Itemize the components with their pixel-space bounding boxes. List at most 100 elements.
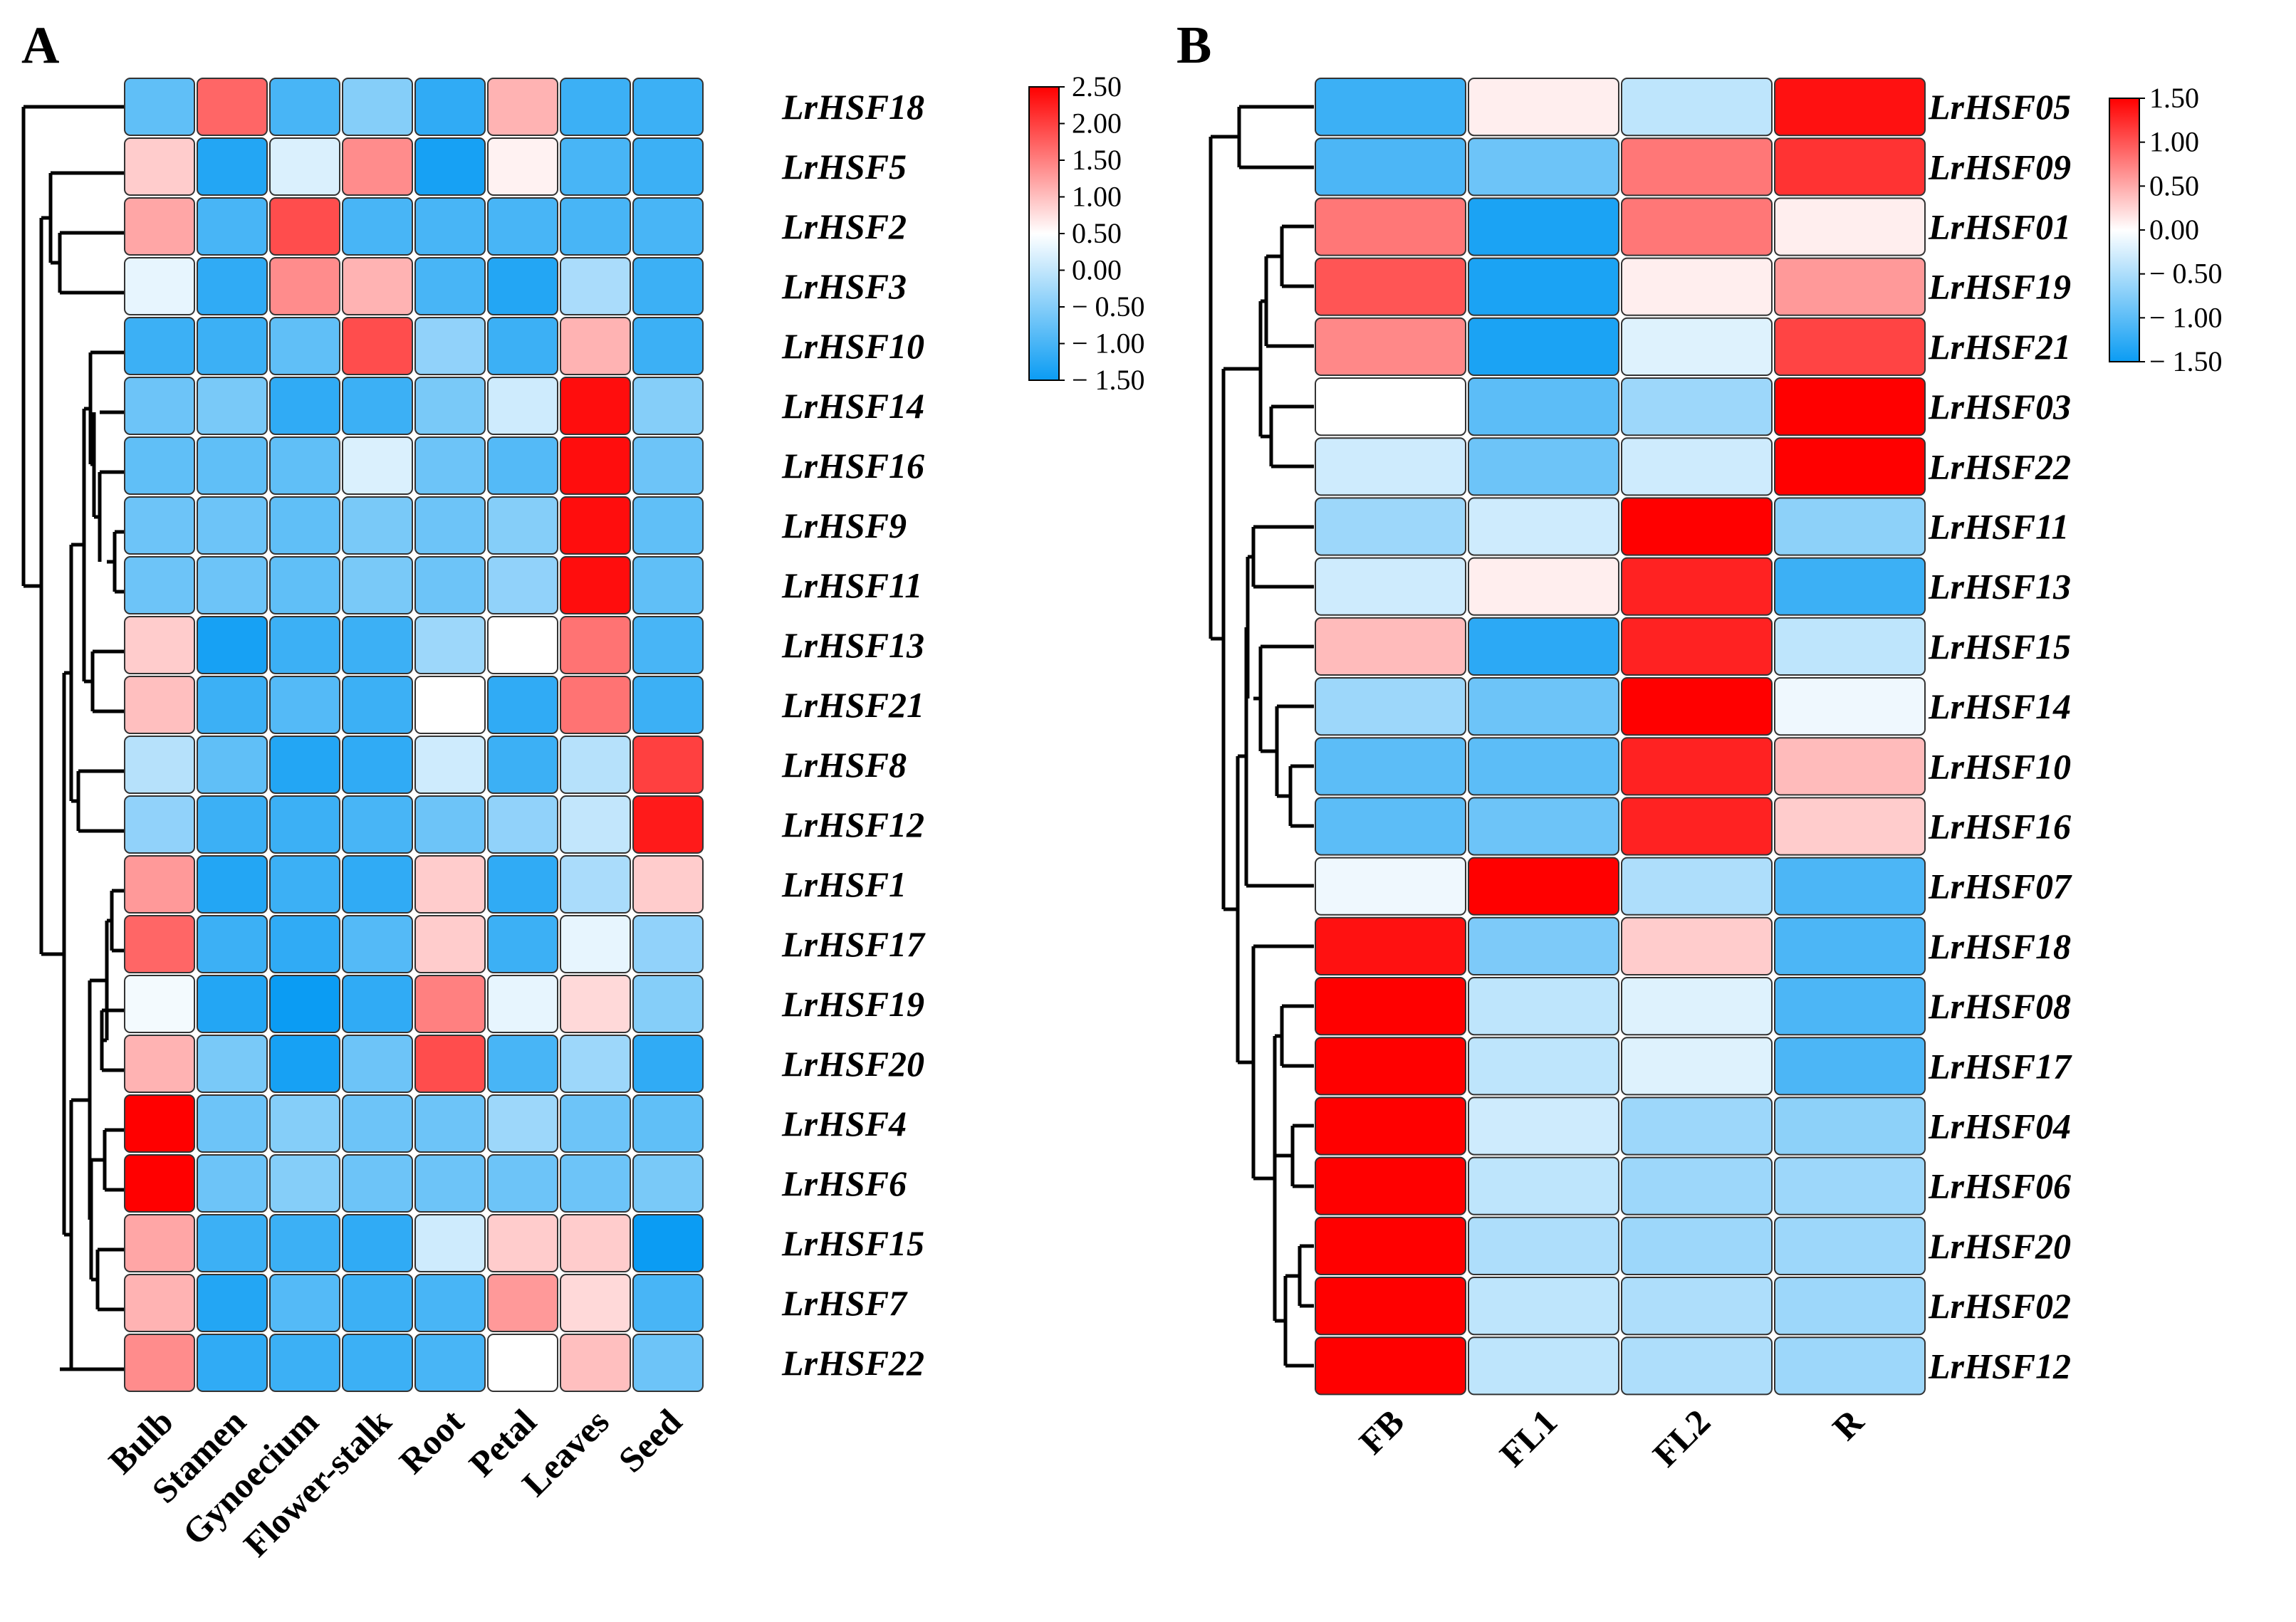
heatmap-cell — [269, 795, 340, 854]
column-label: FL2 — [1645, 1401, 1718, 1474]
heatmap-cell — [1468, 977, 1619, 1036]
row-label: LrHSF2 — [781, 206, 907, 246]
heatmap-cell — [342, 197, 413, 256]
row-label: LrHSF16 — [1928, 807, 2071, 847]
heatmap-cell — [197, 317, 268, 375]
heatmap-cell — [1774, 1037, 1926, 1096]
heatmap-cell — [342, 556, 413, 614]
heatmap-cell — [487, 377, 558, 435]
heatmap-cell — [414, 975, 486, 1033]
heatmap-cell — [632, 78, 704, 136]
heatmap-cell — [269, 1035, 340, 1093]
heatmap-cell — [632, 975, 704, 1033]
heatmap-cell — [1774, 437, 1926, 496]
heatmap-cell — [414, 1214, 486, 1272]
heatmap-cell — [124, 1214, 195, 1272]
heatmap-cell — [269, 616, 340, 674]
heatmap-cell — [1315, 1336, 1466, 1396]
heatmap-cell — [1315, 617, 1466, 676]
heatmap-cell — [560, 855, 631, 914]
heatmap-cell — [487, 317, 558, 375]
row-dendrogram-a — [21, 105, 128, 1371]
heatmap-cell — [1468, 377, 1619, 436]
row-label: LrHSF02 — [1928, 1286, 2071, 1326]
column-labels-a: BulbStamenGynoeciumFlower-stalkRootPetal… — [100, 1401, 689, 1564]
heatmap-cell — [487, 975, 558, 1033]
heatmap-cell — [1315, 197, 1466, 256]
heatmap-cell — [1468, 797, 1619, 856]
heatmap-cell — [487, 1214, 558, 1272]
colorbar-tick-label: − 0.50 — [1072, 291, 1145, 323]
colorbar-gradient-b — [2109, 98, 2140, 362]
row-label: LrHSF22 — [781, 1343, 924, 1383]
row-label: LrHSF3 — [781, 266, 907, 306]
heatmap-cell — [1315, 737, 1466, 796]
heatmap-cell — [1468, 78, 1619, 137]
heatmap-cell — [269, 377, 340, 435]
colorbar-tick-label: 2.50 — [1072, 70, 1122, 103]
heatmap-cell — [560, 496, 631, 555]
heatmap-cell — [487, 1094, 558, 1153]
heatmap-cell — [560, 197, 631, 256]
row-label: LrHSF20 — [1928, 1226, 2071, 1266]
row-label: LrHSF15 — [781, 1223, 924, 1263]
colorbar-ticks-a: 2.50 2.00 1.50 1.00 0.50 0.00 − 0.50 − 1.00 − 1.… — [1059, 70, 1145, 396]
heatmap-cell — [632, 795, 704, 854]
heatmap-cell — [269, 1094, 340, 1153]
heatmap-cells-a — [124, 78, 704, 1392]
heatmap-cell — [1621, 1216, 1773, 1276]
heatmap-cell — [197, 676, 268, 734]
colorbar-tick-label: 0.00 — [1072, 254, 1122, 286]
row-label: LrHSF8 — [781, 745, 907, 785]
row-label: LrHSF6 — [781, 1163, 907, 1203]
heatmap-cell — [269, 1334, 340, 1392]
heatmap-cell — [124, 1154, 195, 1213]
heatmap-cell — [487, 1154, 558, 1213]
heatmap-cell — [124, 795, 195, 854]
panel-a: A — [21, 16, 1145, 1564]
heatmap-cell — [560, 975, 631, 1033]
heatmap-cell — [487, 915, 558, 973]
row-label: LrHSF07 — [1928, 867, 2072, 906]
heatmap-cell — [414, 616, 486, 674]
heatmap-cell — [560, 1094, 631, 1153]
heatmap-cell — [632, 377, 704, 435]
heatmap-cell — [197, 736, 268, 794]
heatmap-cell — [1468, 557, 1619, 616]
heatmap-cell — [342, 1035, 413, 1093]
heatmap-cell — [342, 137, 413, 196]
heatmap-cell — [124, 1334, 195, 1392]
heatmap-cell — [414, 1274, 486, 1332]
column-label: FB — [1351, 1401, 1411, 1462]
row-label: LrHSF15 — [1928, 627, 2071, 666]
row-label: LrHSF12 — [1928, 1346, 2071, 1386]
heatmap-cell — [1468, 1156, 1619, 1215]
heatmap-cell — [197, 1214, 268, 1272]
heatmap-cell — [1315, 1156, 1466, 1215]
heatmap-cell — [1774, 137, 1926, 197]
column-label: Seed — [610, 1401, 689, 1480]
heatmap-cell — [1774, 617, 1926, 676]
heatmap-cell — [414, 377, 486, 435]
row-label: LrHSF12 — [781, 805, 924, 844]
row-label: LrHSF9 — [781, 506, 907, 545]
heatmap-cell — [124, 317, 195, 375]
row-label: LrHSF03 — [1928, 387, 2071, 427]
heatmap-cell — [1774, 497, 1926, 556]
heatmap-cell — [1621, 1336, 1773, 1396]
heatmap-cell — [1774, 1336, 1926, 1396]
heatmap-cell — [414, 736, 486, 794]
column-label: FL1 — [1492, 1401, 1565, 1474]
row-label: LrHSF19 — [1928, 267, 2071, 307]
heatmap-cell — [487, 436, 558, 495]
heatmap-cell — [124, 975, 195, 1033]
colorbar-tick-label: − 1.50 — [2149, 345, 2223, 377]
heatmap-cell — [1774, 377, 1926, 436]
heatmap-cell — [1315, 317, 1466, 376]
panel-label-b: B — [1176, 16, 1211, 75]
heatmap-cell — [1315, 916, 1466, 976]
heatmap-cell — [560, 736, 631, 794]
heatmap-cell — [414, 855, 486, 914]
heatmap-cell — [1468, 317, 1619, 376]
